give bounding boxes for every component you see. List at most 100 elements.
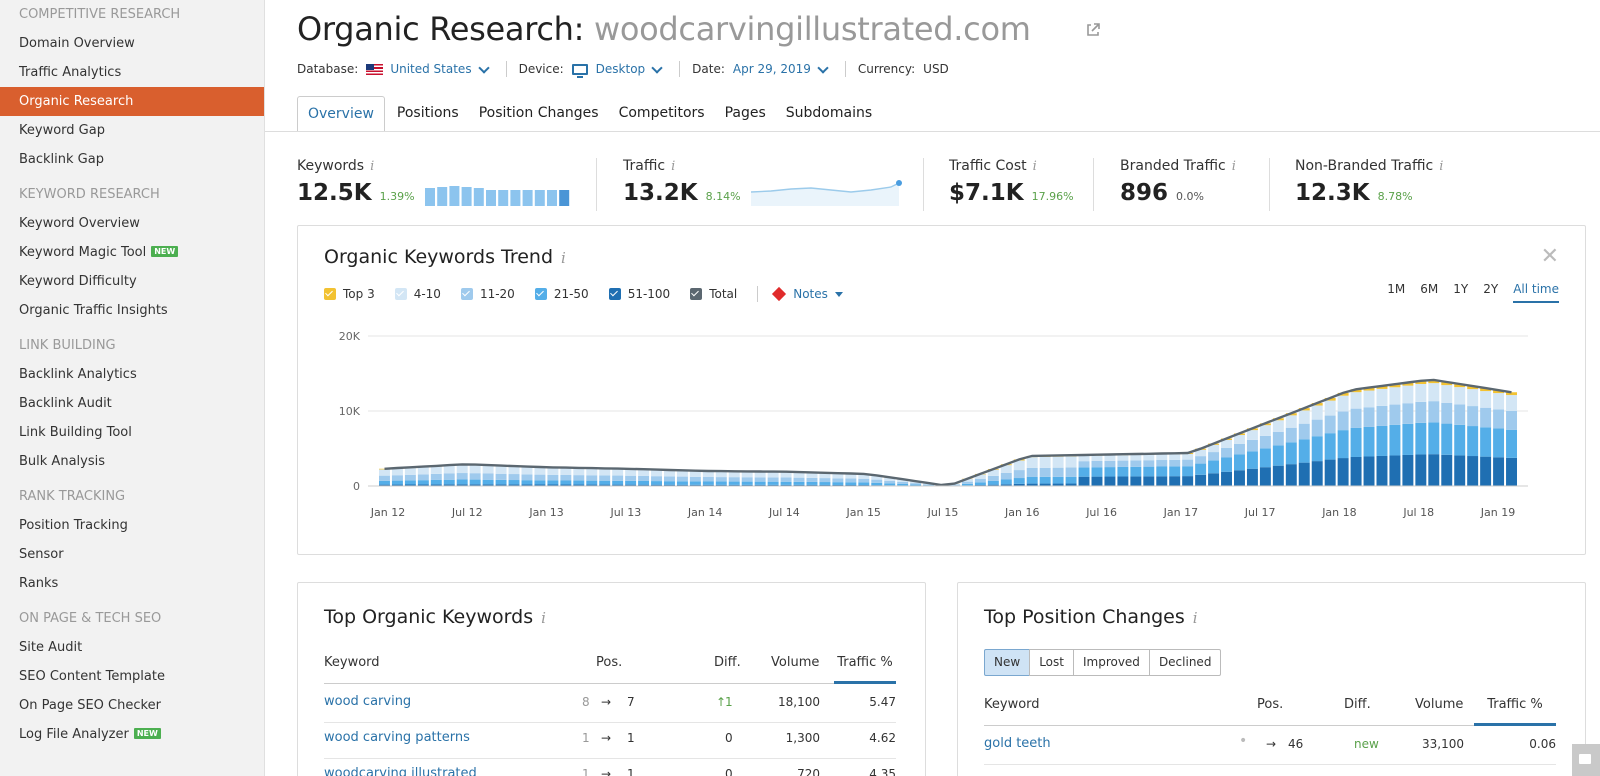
chevron-down-icon[interactable] — [477, 61, 490, 74]
col-diff[interactable]: Diff. — [1344, 697, 1371, 712]
sidebar-item-seo-content-template[interactable]: SEO Content Template — [19, 669, 165, 684]
legend-11-20[interactable]: 11-20 — [460, 287, 515, 301]
kpi-traffic[interactable]: Traffic i 13.2K 8.14% — [623, 158, 903, 206]
sidebar-item-sensor[interactable]: Sensor — [19, 547, 64, 562]
date-select[interactable]: Apr 29, 2019 — [732, 62, 811, 76]
checkbox-icon[interactable] — [608, 288, 621, 300]
checkbox-icon[interactable] — [690, 288, 703, 300]
segment-declined[interactable]: Declined — [1148, 649, 1222, 676]
trend-bar-segment — [391, 468, 403, 476]
checkbox-icon[interactable] — [394, 288, 407, 300]
legend-label: 21-50 — [553, 287, 589, 301]
keyword-link[interactable]: gold teeth — [984, 736, 1051, 751]
period-6m[interactable]: 6M — [1420, 282, 1439, 296]
segment-lost[interactable]: Lost — [1029, 649, 1074, 676]
device-select[interactable]: Desktop — [595, 62, 646, 76]
col-keyword[interactable]: Keyword — [984, 697, 1040, 712]
col-pos[interactable]: Pos. — [1257, 697, 1284, 712]
kpi-non-branded-traffic[interactable]: Non-Branded Traffic i 12.3K 8.78% — [1295, 158, 1443, 206]
info-icon[interactable]: i — [1032, 159, 1037, 174]
period-1m[interactable]: 1M — [1387, 282, 1406, 296]
tab-positions[interactable]: Positions — [396, 105, 459, 121]
sidebar-item-log-file-analyzer[interactable]: Log File Analyzer NEW — [0, 720, 264, 749]
dot-icon: • — [1239, 733, 1248, 749]
x-tick-label: Jan 17 — [1163, 506, 1198, 519]
trend-bar-segment — [1493, 428, 1505, 458]
info-icon[interactable]: i — [370, 159, 375, 174]
sidebar-item-site-audit[interactable]: Site Audit — [19, 640, 83, 655]
close-icon[interactable]: ✕ — [1540, 244, 1559, 269]
chevron-down-icon[interactable] — [651, 61, 663, 74]
period-1y[interactable]: 1Y — [1453, 282, 1469, 296]
col-diff[interactable]: Diff. — [714, 655, 741, 670]
info-icon[interactable]: i — [541, 609, 546, 627]
checkbox-icon[interactable] — [534, 288, 547, 300]
legend-21-50[interactable]: 21-50 — [534, 287, 589, 301]
trend-bar-segment — [534, 484, 546, 486]
sidebar-item-organic-traffic-insights[interactable]: Organic Traffic Insights — [19, 303, 168, 318]
info-icon[interactable]: i — [561, 249, 566, 267]
trend-bar-segment — [1052, 456, 1064, 468]
sidebar-item-backlink-analytics[interactable]: Backlink Analytics — [19, 367, 137, 382]
info-icon[interactable]: i — [671, 159, 676, 174]
chevron-down-icon[interactable] — [817, 61, 829, 74]
keyword-link[interactable]: woodcarving illustrated — [324, 766, 477, 776]
col-volume[interactable]: Volume — [771, 655, 820, 670]
external-link-icon[interactable] — [1085, 22, 1101, 38]
trend-bar-segment — [443, 484, 455, 486]
trend-bar-segment — [728, 471, 740, 478]
legend-top3[interactable]: Top 3 — [324, 287, 375, 301]
sidebar-item-label: Keyword Magic Tool — [19, 245, 147, 260]
trend-bar-segment — [689, 471, 701, 477]
checkbox-icon[interactable] — [460, 288, 473, 300]
info-icon[interactable]: i — [1439, 159, 1444, 174]
trend-bar-segment — [404, 480, 416, 485]
keyword-link[interactable]: wood carving patterns — [324, 730, 470, 745]
tab-competitors[interactable]: Competitors — [618, 105, 705, 121]
sidebar-item-link-building-tool[interactable]: Link Building Tool — [19, 425, 132, 440]
kpi-branded-traffic[interactable]: Branded Traffic i 896 0.0% — [1120, 158, 1236, 206]
kpi-traffic-cost[interactable]: Traffic Cost i $7.1K 17.96% — [949, 158, 1074, 206]
legend-total[interactable]: Total — [690, 287, 737, 301]
database-select[interactable]: United States — [390, 62, 472, 76]
sidebar-item-label: Log File Analyzer — [19, 727, 129, 742]
col-keyword[interactable]: Keyword — [324, 655, 380, 670]
legend-4-10[interactable]: 4-10 — [394, 287, 441, 301]
sidebar-item-traffic-analytics[interactable]: Traffic Analytics — [19, 65, 122, 80]
col-pos[interactable]: Pos. — [596, 655, 623, 670]
sidebar-item-keyword-overview[interactable]: Keyword Overview — [19, 216, 140, 231]
segment-improved[interactable]: Improved — [1072, 649, 1150, 676]
col-traffic[interactable]: Traffic % — [837, 655, 893, 670]
tab-pages[interactable]: Pages — [724, 105, 766, 121]
segment-new[interactable]: New — [984, 649, 1031, 676]
sidebar-item-on-page-seo-checker[interactable]: On Page SEO Checker — [19, 698, 161, 713]
sidebar-item-backlink-audit[interactable]: Backlink Audit — [19, 396, 112, 411]
period-2y[interactable]: 2Y — [1483, 282, 1499, 296]
col-volume[interactable]: Volume — [1415, 697, 1464, 712]
keyword-link[interactable]: wood carving — [324, 694, 412, 709]
tab-subdomains[interactable]: Subdomains — [785, 105, 873, 121]
info-icon[interactable]: i — [1231, 159, 1236, 174]
sidebar-item-position-tracking[interactable]: Position Tracking — [19, 518, 128, 533]
sidebar-item-ranks[interactable]: Ranks — [19, 576, 59, 591]
legend-51-100[interactable]: 51-100 — [608, 287, 670, 301]
feedback-icon[interactable] — [1572, 744, 1600, 776]
kpi-keywords[interactable]: Keywords i 12.5K 1.39% — [297, 158, 571, 206]
info-icon[interactable]: i — [1192, 609, 1198, 627]
volume: 33,100 — [1422, 737, 1464, 751]
sidebar-item-keyword-magic-tool[interactable]: Keyword Magic Tool NEW — [0, 238, 264, 267]
notes-dropdown[interactable]: Notes — [772, 286, 843, 302]
sidebar-item-keyword-gap[interactable]: Keyword Gap — [19, 123, 105, 138]
checkbox-icon[interactable] — [324, 288, 336, 300]
sidebar-item-domain-overview[interactable]: Domain Overview — [19, 36, 135, 51]
sidebar-item-bulk-analysis[interactable]: Bulk Analysis — [19, 454, 105, 469]
sidebar-section-keyword: KEYWORD RESEARCH — [19, 187, 160, 202]
sidebar-item-backlink-gap[interactable]: Backlink Gap — [19, 152, 104, 167]
sidebar-item-keyword-difficulty[interactable]: Keyword Difficulty — [19, 274, 137, 289]
trend-bar-segment — [1506, 395, 1517, 411]
tab-overview[interactable]: Overview — [297, 96, 385, 132]
sidebar-item-organic-research[interactable]: Organic Research — [0, 87, 264, 116]
col-traffic[interactable]: Traffic % — [1487, 697, 1543, 712]
period-all-time[interactable]: All time — [1513, 282, 1559, 303]
tab-position-changes[interactable]: Position Changes — [478, 105, 599, 121]
